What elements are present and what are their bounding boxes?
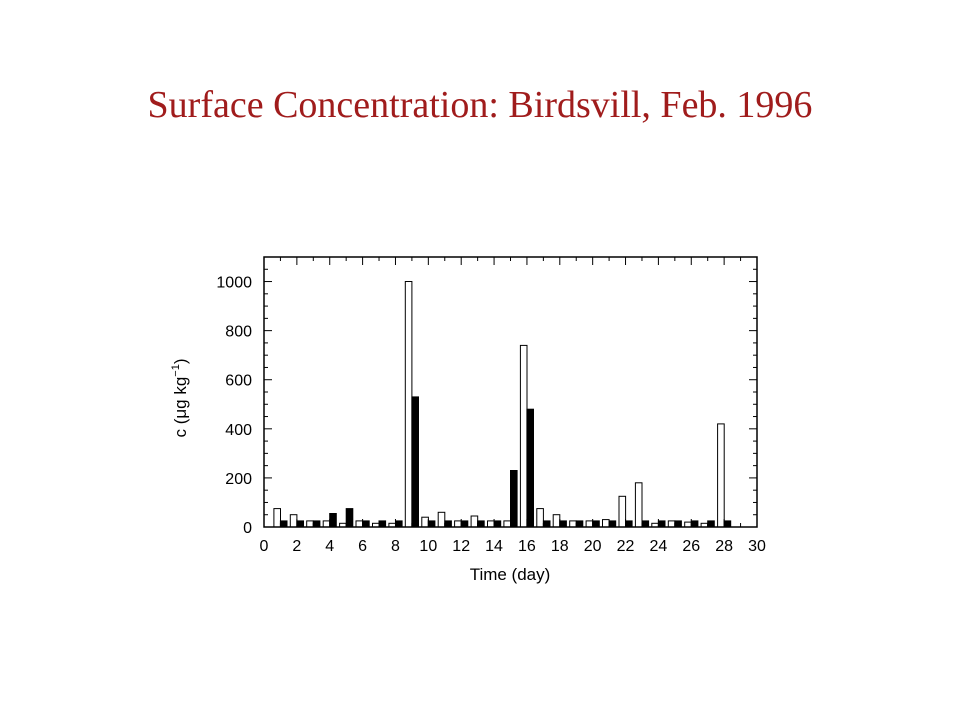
filled-bar-day-16 [526,408,535,528]
open-bar-day-21 [602,519,610,528]
open-bar-day-18 [552,514,561,528]
filled-bar-day-27 [707,520,715,528]
slide-title: Surface Concentration: Birdsvill, Feb. 1… [147,84,813,126]
open-bar-day-28 [717,423,725,528]
filled-bar-day-11 [444,520,452,528]
filled-bar-day-3 [312,520,321,528]
x-tick-label: 12 [452,538,470,555]
filled-bar-day-14 [493,520,502,528]
x-tick-label: 2 [292,538,301,555]
filled-bar-day-24 [657,520,666,528]
x-tick-label: 30 [748,538,766,555]
open-bar-day-3 [306,520,314,528]
x-tick-label: 26 [682,538,700,555]
y-axis-title-suffix: ) [171,358,190,364]
filled-bar-day-5 [345,508,354,528]
filled-bar-day-26 [690,520,699,528]
y-axis-title-mu: μ [171,409,190,419]
open-bar-day-16 [519,344,528,528]
open-bar-day-19 [569,520,577,528]
y-tick-label: 800 [225,324,252,341]
y-axis-title: c (μg kg−1) [170,358,190,437]
filled-bar-day-19 [575,520,584,528]
filled-bar-day-18 [559,520,567,528]
open-bar-day-13 [470,515,479,528]
ticks-group: 0 2 4 6 8 10 12 14 16 18 20 22 24 26 28 300200400600800… [216,256,766,555]
open-bar-day-14 [487,520,495,528]
y-axis-title-prefix: c ( [171,418,190,437]
filled-bar-day-1 [279,520,288,528]
y-tick-label: 200 [225,471,252,488]
x-tick-label: 0 [260,538,269,555]
open-bar-day-17 [536,508,544,528]
x-tick-label: 10 [419,538,437,555]
filled-bar-day-6 [362,520,370,528]
open-bar-day-12 [454,520,462,528]
bars-group [273,281,732,528]
open-bar-day-22 [618,495,627,528]
x-tick-label: 28 [715,538,733,555]
x-tick-label: 16 [518,538,536,555]
x-tick-label: 20 [584,538,602,555]
open-bar-day-25 [667,520,676,528]
x-tick-label: 24 [650,538,668,555]
filled-bar-day-28 [723,520,732,528]
open-bar-day-15 [503,520,511,528]
y-tick-label: 400 [225,422,252,439]
filled-bar-day-21 [608,520,617,528]
open-bar-day-9 [404,281,413,528]
filled-bar-day-20 [592,520,600,528]
open-bar-day-10 [421,516,429,528]
filled-bar-day-10 [427,520,436,528]
filled-bar-day-12 [460,520,469,528]
y-axis-title-units: g kg [171,377,190,409]
open-bar-day-4 [322,520,331,528]
x-tick-label: 18 [551,538,569,555]
x-axis-title: Time (day) [470,565,551,584]
open-bar-day-6 [355,520,364,528]
open-bar-day-2 [289,514,298,528]
filled-bar-day-15 [510,470,518,528]
y-tick-label: 600 [225,373,252,390]
y-tick-label: 1000 [216,275,252,292]
open-bar-day-20 [585,520,594,528]
x-tick-label: 8 [391,538,400,555]
filled-bar-day-25 [674,520,682,528]
filled-bar-day-9 [411,396,419,528]
filled-bar-day-2 [296,520,304,528]
filled-bar-day-17 [542,520,551,528]
open-bar-day-1 [273,508,281,528]
plot-frame [263,256,758,528]
filled-bar-day-13 [477,520,485,528]
open-bar-day-11 [437,511,446,528]
filled-bar-day-8 [395,520,403,528]
filled-bar-day-23 [641,520,650,528]
filled-bar-day-7 [378,520,387,528]
open-bar-day-23 [634,482,643,528]
x-tick-label: 6 [358,538,367,555]
y-tick-label: 0 [243,520,252,537]
x-tick-label: 22 [617,538,635,555]
x-tick-label: 14 [485,538,503,555]
filled-bar-day-4 [329,513,337,528]
x-tick-label: 4 [325,538,334,555]
y-axis-title-exponent: −1 [170,364,182,377]
filled-bar-day-22 [625,520,633,528]
